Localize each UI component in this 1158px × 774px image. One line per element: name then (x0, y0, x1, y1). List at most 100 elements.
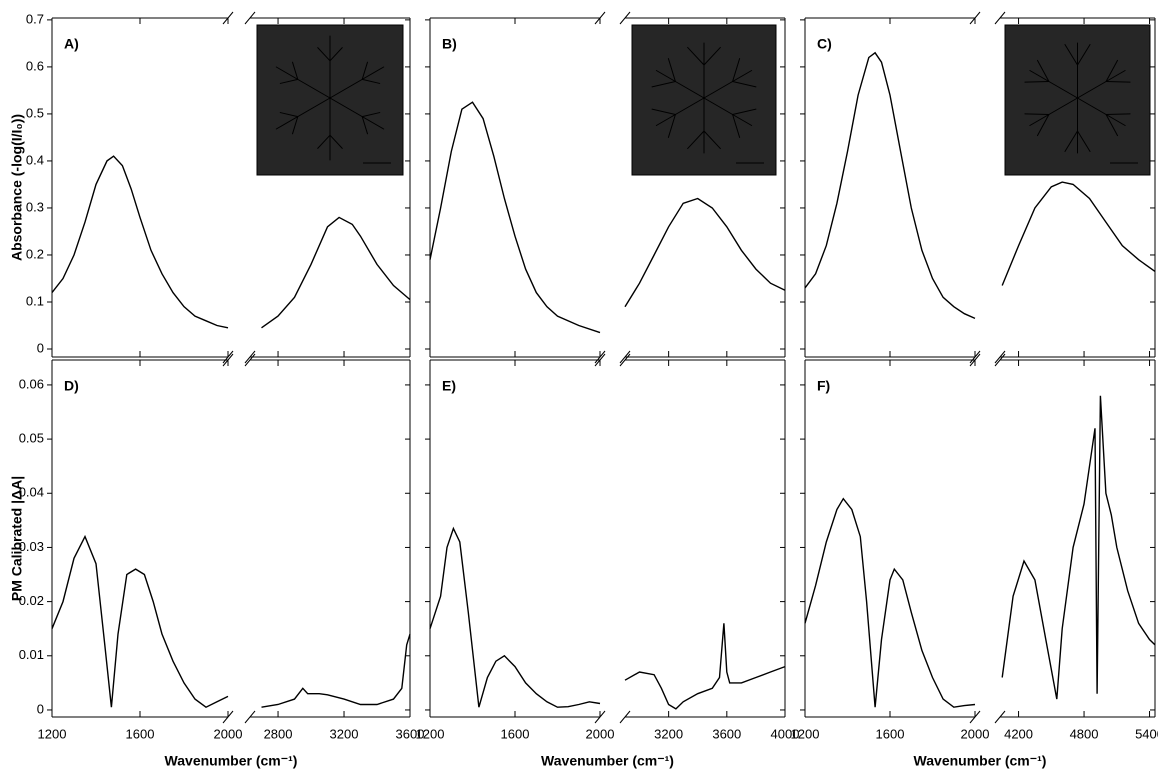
x-tick-label: 2000 (961, 726, 990, 741)
spectrum-line (429, 101, 601, 334)
x-tick-label: 4000 (771, 726, 800, 741)
y-tick-label: 0.01 (19, 647, 44, 662)
panel-label: B) (442, 36, 457, 52)
axis-break (244, 710, 256, 724)
snowflake-branch (1036, 59, 1050, 82)
snowflake-arm (1029, 97, 1078, 126)
snowflake-branch (667, 114, 676, 138)
spectrum-line (624, 197, 786, 308)
snowflake-branch (1024, 81, 1050, 83)
y-axis-label: PM Calibrated |ΔA| (9, 476, 25, 601)
axis-break (994, 710, 1006, 724)
snowflake-branch (732, 58, 741, 82)
snowflake-branch (361, 78, 381, 84)
snowflake-branch (1064, 130, 1078, 152)
y-tick-label: 0.3 (26, 199, 44, 214)
y-tick-label: 0 (37, 340, 44, 355)
sem-inset (631, 24, 777, 176)
panel-label: F) (817, 378, 830, 394)
y-tick-label: 0.04 (19, 485, 44, 500)
axis-break (244, 353, 256, 367)
y-tick-label: 0.05 (19, 431, 44, 446)
x-tick-label: 4800 (1070, 726, 1099, 741)
spectrum-line (804, 497, 976, 708)
y-axis-label: Absorbance (-log(I/I₀)) (9, 114, 25, 261)
snowflake-branch (1036, 114, 1050, 137)
snowflake-branch (651, 108, 676, 115)
snowflake-branch (732, 114, 741, 138)
spectrum-line (261, 633, 411, 708)
y-tick-label: 0.1 (26, 293, 44, 308)
snowflake-arm (655, 97, 705, 126)
x-tick-label: 5400 (1135, 726, 1158, 741)
snowflake-branch (703, 130, 721, 150)
snowflake-arm (1077, 70, 1126, 99)
snowflake-arm (329, 66, 385, 99)
x-tick-label: 1200 (38, 726, 67, 741)
snowflake-branch (1064, 44, 1078, 66)
snowflake-arm (655, 70, 705, 99)
snowflake-branch (1105, 59, 1119, 82)
snowflake-arm (275, 97, 331, 130)
snowflake-branch (292, 116, 299, 135)
snowflake-branch (651, 81, 676, 88)
snowflake-branch (279, 78, 299, 84)
snowflake-branch (292, 61, 299, 80)
axis-break (244, 350, 256, 364)
x-tick-label: 1200 (416, 726, 445, 741)
axis-break (244, 11, 256, 25)
snowflake-branch (329, 134, 343, 149)
panel-label: D) (64, 378, 79, 394)
snowflake-branch (732, 108, 757, 115)
snowflake-branch (317, 47, 331, 62)
spectrum-line (804, 51, 976, 320)
x-tick-label: 3600 (712, 726, 741, 741)
y-tick-label: 0.5 (26, 105, 44, 120)
snowflake-arm (1029, 70, 1078, 99)
spectrum-line (429, 526, 601, 708)
snowflake-branch (279, 112, 299, 118)
x-tick-label: 3200 (654, 726, 683, 741)
snowflake-branch (667, 58, 676, 82)
y-tick-label: 0.02 (19, 593, 44, 608)
snowflake-branch (1105, 114, 1119, 137)
snowflake-branch (361, 112, 381, 118)
y-tick-label: 0.06 (19, 376, 44, 391)
spectrum-line (1001, 181, 1156, 286)
x-tick-label: 2000 (586, 726, 615, 741)
axis-break (619, 350, 631, 364)
spectrum-line (261, 216, 411, 329)
snowflake-branch (1077, 44, 1091, 66)
spectrum-line (51, 155, 229, 329)
x-axis-label: Wavenumber (cm⁻¹) (165, 753, 298, 769)
snowflake-branch (687, 130, 705, 150)
snowflake-branch (361, 116, 368, 135)
spectrum-line (1001, 395, 1156, 700)
spectrum-line (624, 623, 786, 710)
snowflake-branch (703, 46, 721, 66)
y-tick-label: 0.4 (26, 152, 44, 167)
x-tick-label: 3600 (396, 726, 425, 741)
axis-break (994, 353, 1006, 367)
x-tick-label: 1600 (501, 726, 530, 741)
y-tick-label: 0.6 (26, 58, 44, 73)
x-tick-label: 2800 (264, 726, 293, 741)
snowflake-branch (361, 61, 368, 80)
panel-label: E) (442, 378, 456, 394)
snowflake-arm (703, 97, 753, 126)
x-axis-label: Wavenumber (cm⁻¹) (914, 753, 1047, 769)
snowflake-arm (1077, 97, 1126, 126)
snowflake-branch (732, 81, 757, 88)
x-tick-label: 4200 (1004, 726, 1033, 741)
snowflake-branch (1105, 113, 1131, 115)
spectrum-line (51, 534, 229, 709)
axis-break (619, 353, 631, 367)
snowflake-branch (329, 47, 343, 62)
panel-label: A) (64, 36, 79, 52)
snowflake-branch (1105, 81, 1131, 83)
y-tick-label: 0.2 (26, 246, 44, 261)
axis-break (619, 11, 631, 25)
x-tick-label: 3200 (330, 726, 359, 741)
snowflake-arm (275, 66, 331, 99)
